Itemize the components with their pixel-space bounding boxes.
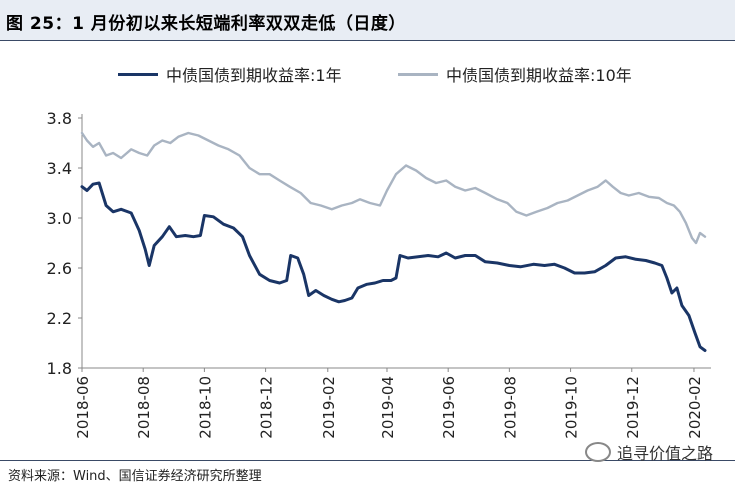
wechat-icon — [584, 442, 611, 462]
x-tick-label: 2019-04 — [379, 376, 397, 439]
chart-title: 图 25：1 月份初以来长短端利率双双走低（日度） — [6, 14, 406, 34]
x-tick-label: 2019-08 — [501, 376, 519, 439]
x-tick-label: 2018-10 — [196, 376, 214, 439]
x-tick-label: 2018-06 — [74, 376, 92, 439]
series-line-1y — [80, 181, 707, 352]
x-tick-label: 2018-08 — [135, 376, 153, 439]
x-tick-label: 2018-12 — [258, 376, 276, 439]
x-tick-label: 2019-06 — [440, 376, 458, 439]
x-tick-label: 2019-10 — [563, 376, 581, 439]
y-tick-label: 1.8 — [47, 359, 72, 378]
x-tick-label: 2019-02 — [320, 376, 338, 439]
y-tick-label: 2.6 — [47, 259, 72, 278]
legend-swatch-10y — [398, 72, 438, 76]
y-tick-label: 3.0 — [47, 209, 72, 228]
y-tick-label: 2.2 — [47, 309, 72, 328]
legend-swatch-1y — [118, 72, 158, 76]
y-tick-label: 3.8 — [47, 109, 72, 128]
title-bar: 图 25：1 月份初以来长短端利率双双走低（日度） — [0, 0, 735, 41]
footer-divider — [0, 460, 735, 461]
legend-label-1y: 中债国债到期收益率:1年 — [166, 66, 342, 85]
watermark: 追寻价值之路 — [584, 440, 713, 464]
legend-item-1y: 中债国债到期收益率:1年 — [118, 62, 342, 86]
legend-item-10y: 中债国债到期收益率:10年 — [398, 62, 632, 86]
x-tick-label: 2019-12 — [624, 376, 642, 439]
y-tick-label: 3.4 — [47, 159, 72, 178]
chart-legend: 中债国债到期收益率:1年 中债国债到期收益率:10年 — [0, 62, 735, 86]
series-line-10y — [80, 131, 707, 245]
watermark-text: 追寻价值之路 — [616, 444, 713, 463]
source-note: 资料来源：Wind、国信证券经济研究所整理 — [8, 469, 262, 484]
legend-label-10y: 中债国债到期收益率:10年 — [446, 66, 632, 85]
x-tick-label: 2020-02 — [686, 376, 704, 439]
